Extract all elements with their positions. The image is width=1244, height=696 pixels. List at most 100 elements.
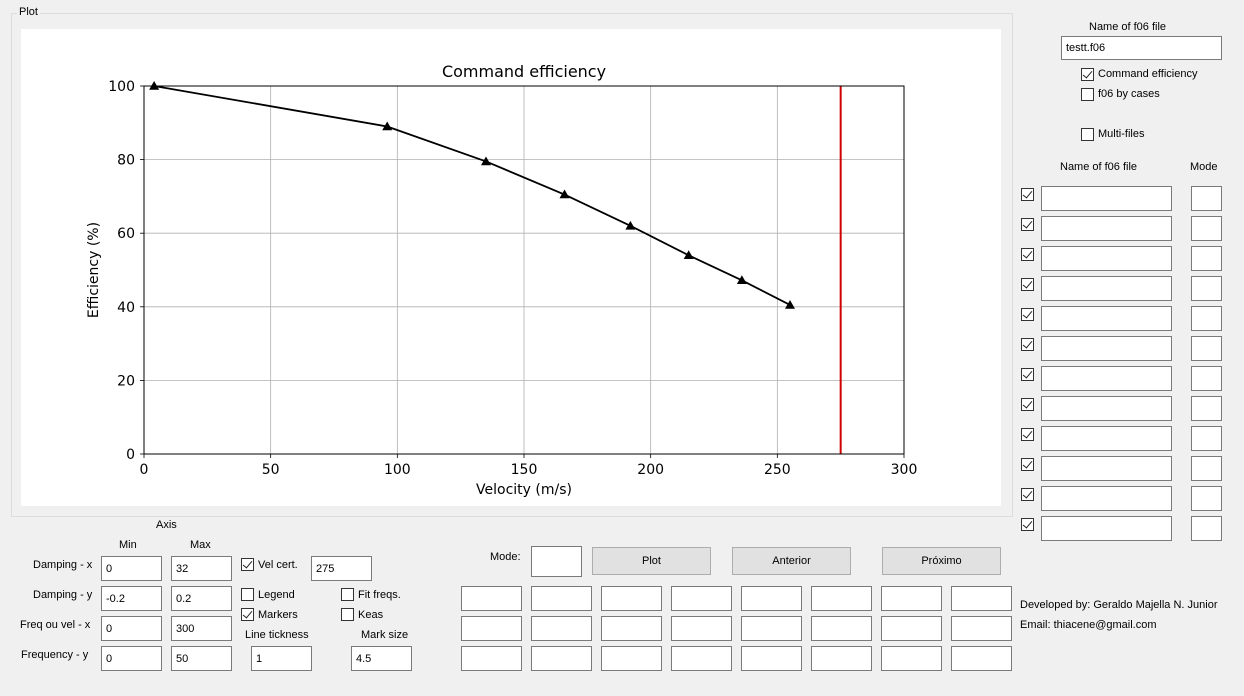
file-row-mode-input[interactable] xyxy=(1191,246,1222,271)
mode-grid-cell[interactable] xyxy=(671,586,732,611)
data-point-marker xyxy=(559,189,570,199)
y-tick-label: 0 xyxy=(126,447,135,463)
file-row-checkbox[interactable] xyxy=(1021,338,1034,351)
email-credit: Email: thiacene@gmail.com xyxy=(1020,619,1157,631)
file-row-mode-input[interactable] xyxy=(1191,516,1222,541)
f06-by-cases-checkbox[interactable] xyxy=(1081,88,1094,101)
keas-checkbox[interactable] xyxy=(341,608,354,621)
mode-grid-cell[interactable] xyxy=(741,646,802,671)
y-tick-label: 20 xyxy=(117,373,135,389)
axis-min-input[interactable] xyxy=(101,616,162,641)
y-tick-label: 40 xyxy=(117,300,135,316)
mode-grid-cell[interactable] xyxy=(741,586,802,611)
file-row-mode-input[interactable] xyxy=(1191,456,1222,481)
vel-cert-input[interactable] xyxy=(311,556,372,581)
file-row-checkbox[interactable] xyxy=(1021,218,1034,231)
mode-grid-cell[interactable] xyxy=(881,646,942,671)
command-efficiency-checkbox[interactable] xyxy=(1081,68,1094,81)
file-row-name-input[interactable] xyxy=(1041,516,1172,541)
mode-grid-cell[interactable] xyxy=(811,616,872,641)
mode-grid-cell[interactable] xyxy=(951,646,1012,671)
file-row-name-input[interactable] xyxy=(1041,456,1172,481)
mode-grid-cell[interactable] xyxy=(881,616,942,641)
file-row-checkbox[interactable] xyxy=(1021,458,1034,471)
file-row-checkbox[interactable] xyxy=(1021,188,1034,201)
mode-grid-cell[interactable] xyxy=(951,586,1012,611)
proximo-button[interactable]: Próximo xyxy=(882,547,1001,575)
mode-grid-cell[interactable] xyxy=(671,616,732,641)
mode-grid-cell[interactable] xyxy=(811,586,872,611)
file-row-name-input[interactable] xyxy=(1041,336,1172,361)
file-row-name-input[interactable] xyxy=(1041,216,1172,241)
axis-min-input[interactable] xyxy=(101,586,162,611)
mode-grid-cell[interactable] xyxy=(531,586,592,611)
file-row-checkbox[interactable] xyxy=(1021,488,1034,501)
vel-cert-label: Vel cert. xyxy=(258,559,298,571)
axis-max-input[interactable] xyxy=(171,646,232,671)
file-row-mode-input[interactable] xyxy=(1191,366,1222,391)
mode-grid-cell[interactable] xyxy=(601,616,662,641)
fit-freqs-label: Fit freqs. xyxy=(358,589,401,601)
file-row-mode-input[interactable] xyxy=(1191,276,1222,301)
vel-cert-checkbox[interactable] xyxy=(241,558,254,571)
file-row-name-input[interactable] xyxy=(1041,246,1172,271)
file-row-mode-input[interactable] xyxy=(1191,216,1222,241)
file-row-name-input[interactable] xyxy=(1041,486,1172,511)
x-axis-label: Velocity (m/s) xyxy=(476,482,572,498)
mode-grid-cell[interactable] xyxy=(601,586,662,611)
line-tickness-label: Line tickness xyxy=(245,629,309,641)
file-row-checkbox[interactable] xyxy=(1021,248,1034,261)
file-row-name-input[interactable] xyxy=(1041,186,1172,211)
line-tickness-input[interactable] xyxy=(251,646,312,671)
file-row-checkbox[interactable] xyxy=(1021,428,1034,441)
data-point-marker xyxy=(382,121,393,131)
anterior-button[interactable]: Anterior xyxy=(732,547,851,575)
mode-grid-cell[interactable] xyxy=(951,616,1012,641)
file-row-mode-input[interactable] xyxy=(1191,426,1222,451)
x-tick-label: 0 xyxy=(140,462,149,478)
file-row-mode-input[interactable] xyxy=(1191,336,1222,361)
mode-grid-cell[interactable] xyxy=(601,646,662,671)
mode-grid-cell[interactable] xyxy=(461,646,522,671)
file-row-name-input[interactable] xyxy=(1041,396,1172,421)
mode-grid-cell[interactable] xyxy=(741,616,802,641)
file-row-name-input[interactable] xyxy=(1041,426,1172,451)
axis-max-input[interactable] xyxy=(171,586,232,611)
axis-max-input[interactable] xyxy=(171,616,232,641)
file-row-mode-input[interactable] xyxy=(1191,306,1222,331)
file-row-checkbox[interactable] xyxy=(1021,398,1034,411)
mode-grid-cell[interactable] xyxy=(461,616,522,641)
axis-max-input[interactable] xyxy=(171,556,232,581)
file-row-mode-input[interactable] xyxy=(1191,486,1222,511)
multi-files-checkbox[interactable] xyxy=(1081,128,1094,141)
file-row-checkbox[interactable] xyxy=(1021,278,1034,291)
axis-row-label: Frequency - y xyxy=(21,649,89,661)
mode-grid-cell[interactable] xyxy=(881,586,942,611)
file-row-checkbox[interactable] xyxy=(1021,368,1034,381)
file-row-name-input[interactable] xyxy=(1041,366,1172,391)
plot-group xyxy=(11,13,1013,517)
fit-freqs-checkbox[interactable] xyxy=(341,588,354,601)
file-row-mode-input[interactable] xyxy=(1191,396,1222,421)
file-row-name-input[interactable] xyxy=(1041,306,1172,331)
plot-button[interactable]: Plot xyxy=(592,547,711,575)
legend-checkbox[interactable] xyxy=(241,588,254,601)
mode-grid-cell[interactable] xyxy=(461,586,522,611)
mode-grid-cell[interactable] xyxy=(671,646,732,671)
mode-grid-cell[interactable] xyxy=(531,616,592,641)
file-row-checkbox[interactable] xyxy=(1021,518,1034,531)
f06-name-input[interactable] xyxy=(1061,36,1222,60)
axis-title: Axis xyxy=(156,519,177,531)
file-row-mode-input[interactable] xyxy=(1191,186,1222,211)
mode-input[interactable] xyxy=(531,546,582,577)
axis-min-input[interactable] xyxy=(101,556,162,581)
file-row-name-input[interactable] xyxy=(1041,276,1172,301)
mark-size-input[interactable] xyxy=(351,646,412,671)
mode-grid-cell[interactable] xyxy=(811,646,872,671)
markers-checkbox[interactable] xyxy=(241,608,254,621)
file-row-checkbox[interactable] xyxy=(1021,308,1034,321)
axis-min-input[interactable] xyxy=(101,646,162,671)
axis-max-header: Max xyxy=(190,539,211,551)
mode-grid-cell[interactable] xyxy=(531,646,592,671)
y-axis-label: Efficiency (%) xyxy=(86,222,102,318)
